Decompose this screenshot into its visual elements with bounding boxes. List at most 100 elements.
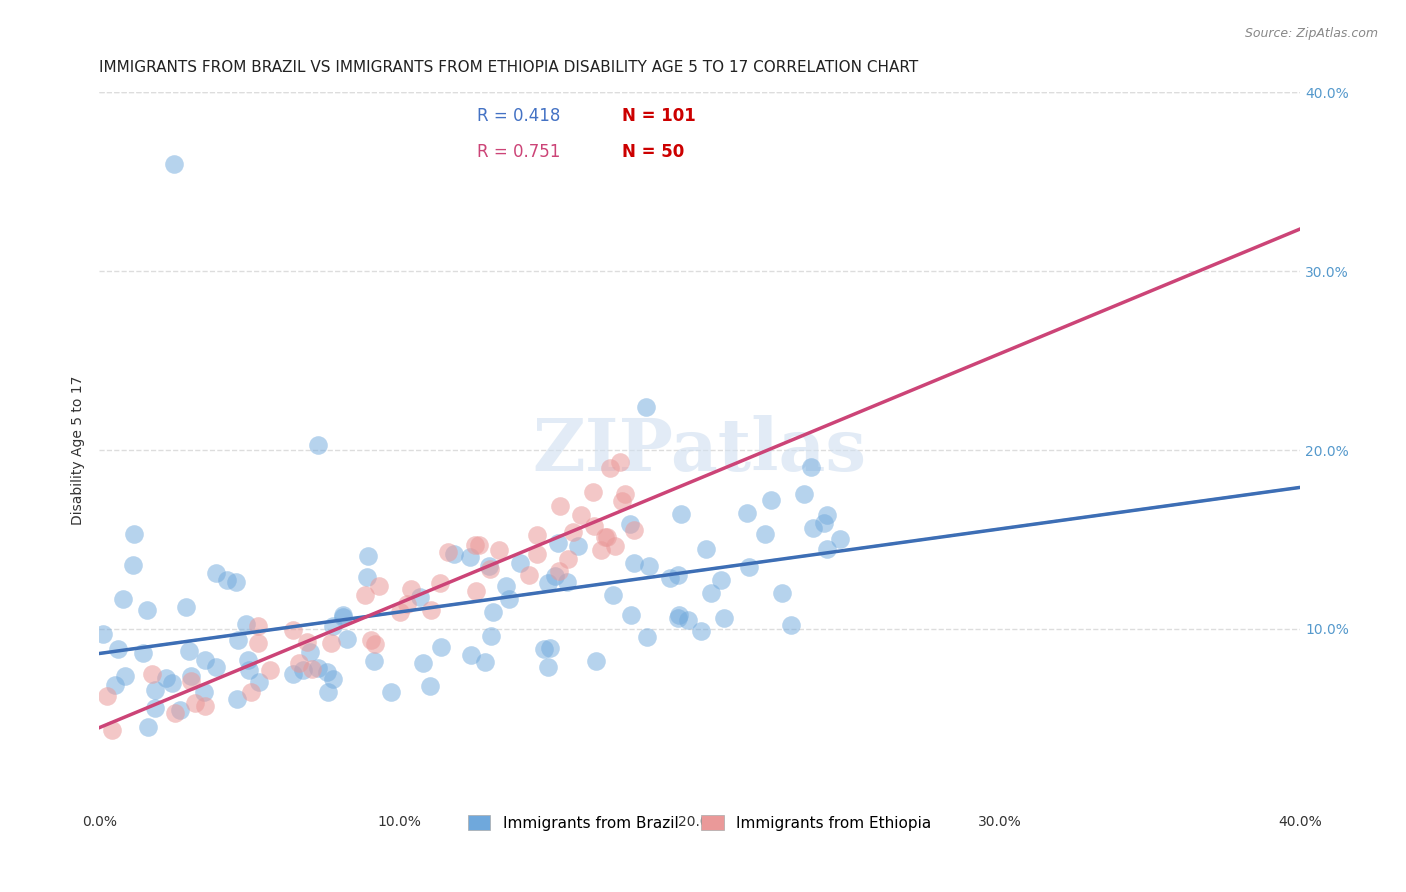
Point (770, 586, 793, 600)
Point (668, 607, 690, 622)
Point (217, 574, 239, 588)
Point (205, 566, 228, 580)
Point (301, 662, 323, 676)
Point (136, 720, 159, 734)
Point (614, 487, 637, 501)
Point (754, 527, 776, 541)
Point (114, 669, 136, 683)
Point (547, 536, 569, 550)
Point (143, 683, 166, 698)
Point (801, 521, 824, 535)
Point (298, 645, 321, 659)
Point (517, 568, 540, 582)
Point (526, 547, 548, 561)
Point (710, 573, 733, 587)
Point (356, 570, 378, 584)
Point (735, 506, 758, 520)
Point (585, 654, 607, 668)
Point (636, 400, 658, 414)
Point (180, 669, 202, 683)
Text: N = 50: N = 50 (621, 143, 683, 161)
Text: R = 0.751: R = 0.751 (478, 143, 561, 161)
Point (177, 644, 200, 658)
Point (637, 559, 659, 574)
Point (409, 590, 432, 604)
Point (357, 549, 380, 563)
Point (163, 157, 186, 171)
Point (537, 660, 560, 674)
Point (194, 699, 217, 714)
Point (603, 539, 626, 553)
Point (460, 648, 482, 663)
Point (322, 619, 344, 633)
Point (815, 542, 838, 557)
Point (135, 603, 157, 617)
Point (495, 579, 517, 593)
Point (368, 579, 391, 593)
Point (695, 541, 717, 556)
Text: R = 0.418: R = 0.418 (478, 107, 561, 125)
Point (169, 703, 191, 717)
Point (533, 641, 555, 656)
Point (283, 623, 305, 637)
Point (193, 685, 215, 699)
Point (481, 629, 503, 643)
Point (363, 655, 385, 669)
Point (813, 516, 835, 531)
Point (619, 516, 641, 531)
Point (132, 646, 155, 660)
Point (239, 685, 262, 699)
Point (316, 685, 339, 699)
Point (599, 461, 621, 475)
Point (544, 569, 567, 583)
Point (690, 624, 713, 638)
Point (247, 635, 270, 649)
Point (464, 584, 486, 599)
Point (235, 617, 257, 632)
Y-axis label: Disability Age 5 to 17: Disability Age 5 to 17 (72, 376, 86, 524)
Point (184, 697, 207, 711)
Point (288, 656, 311, 670)
Point (478, 561, 501, 575)
Point (360, 632, 382, 647)
Point (548, 499, 571, 513)
Point (141, 667, 163, 681)
Point (111, 592, 134, 607)
Point (225, 691, 247, 706)
Point (602, 588, 624, 602)
Point (162, 676, 184, 690)
Point (713, 611, 735, 625)
Point (316, 665, 339, 679)
Point (759, 493, 782, 508)
Point (562, 525, 585, 540)
Point (322, 673, 344, 687)
Point (458, 550, 481, 565)
Point (194, 653, 217, 667)
Point (669, 508, 692, 522)
Point (498, 592, 520, 607)
Point (107, 641, 129, 656)
Point (122, 527, 145, 541)
Point (307, 661, 329, 675)
Point (548, 564, 571, 578)
Point (389, 605, 412, 619)
Point (238, 663, 260, 677)
Point (567, 539, 589, 553)
Point (332, 607, 354, 622)
Point (155, 671, 177, 685)
Point (659, 571, 682, 585)
Point (593, 530, 616, 544)
Point (332, 610, 354, 624)
Point (429, 576, 451, 591)
Point (557, 552, 579, 566)
Point (247, 674, 270, 689)
Point (478, 558, 501, 573)
Point (468, 538, 491, 552)
Point (354, 588, 377, 602)
Point (780, 618, 803, 632)
Point (596, 530, 619, 544)
Point (623, 523, 645, 537)
Point (418, 680, 440, 694)
Point (225, 575, 247, 590)
Point (793, 487, 815, 501)
